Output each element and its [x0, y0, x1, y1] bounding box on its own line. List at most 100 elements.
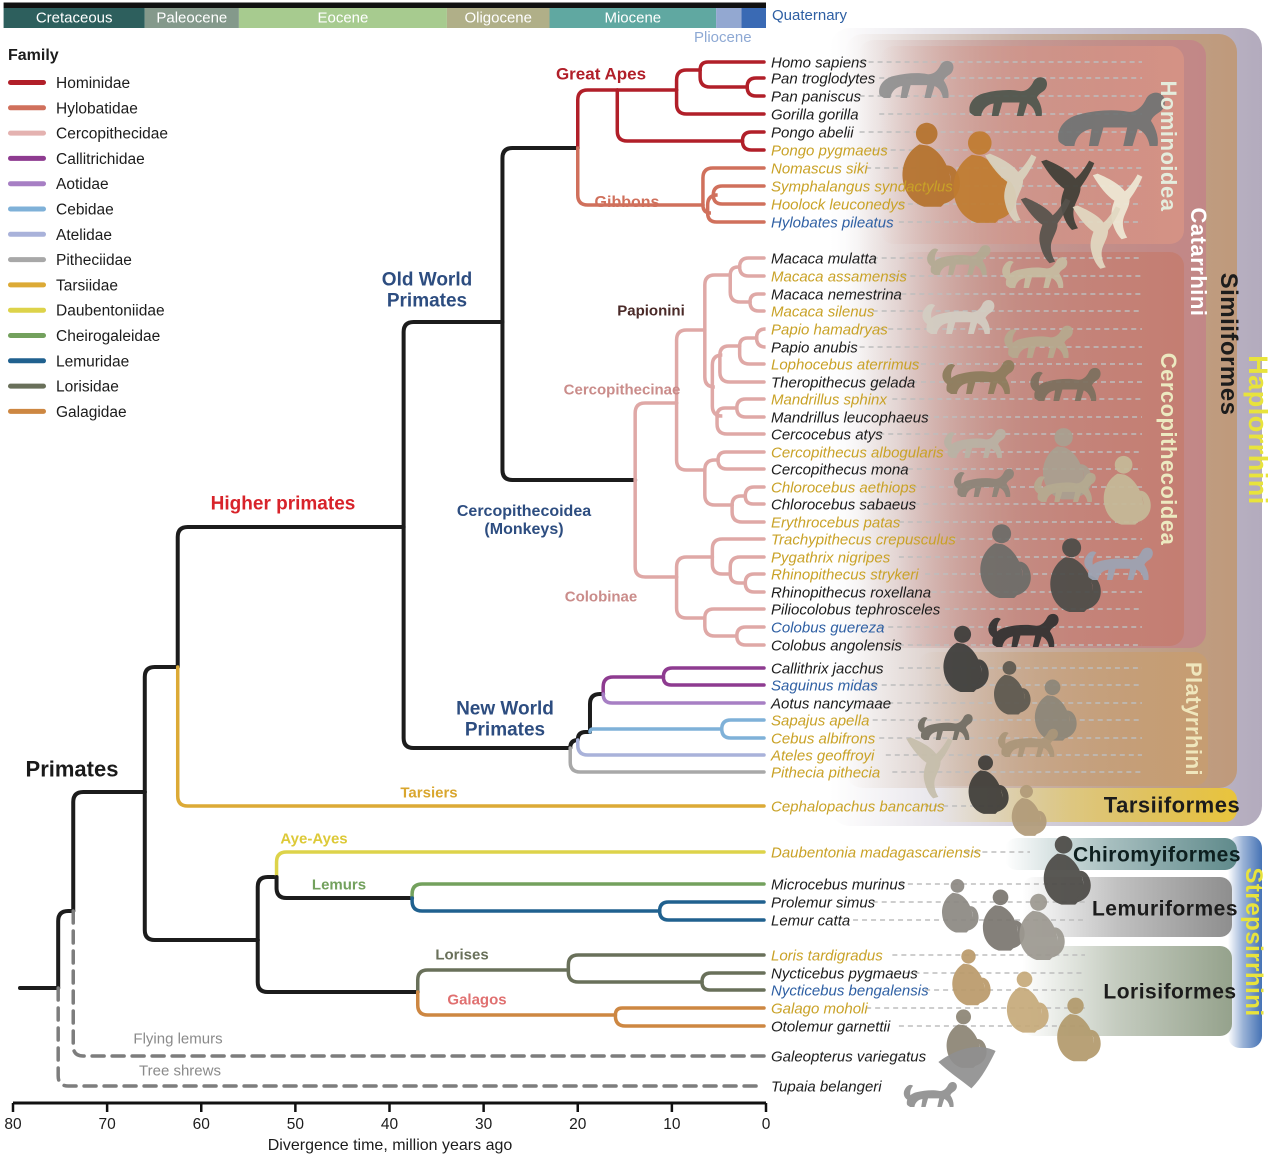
legend-label-cheirogaleidae: Cheirogaleidae: [56, 328, 160, 345]
tree-branch: [720, 727, 766, 740]
clade-label-colobinae: Colobinae: [564, 588, 638, 606]
tree-branch: [410, 896, 662, 913]
hanging-gibbon-shape: [1092, 173, 1143, 240]
sitting-monkey-shape: [955, 1009, 972, 1025]
clade-label-tree-shrews: Tree shrews: [139, 1062, 221, 1080]
quadruped-monkey-shape: [1008, 325, 1073, 358]
hanging-gibbon-shape: [1072, 205, 1121, 269]
legend-swatch-daubentoniidae: [8, 307, 46, 313]
legend-swatch-atelidae: [8, 231, 46, 237]
legend-label-lorisidae: Lorisidae: [56, 379, 119, 396]
quadruped-monkey-silhouette: [988, 613, 1059, 647]
legend-swatch-callitrichidae: [8, 155, 46, 161]
species-name: Aotus nancymaae: [770, 695, 891, 712]
tree-branch: [703, 273, 732, 332]
sitting-monkey-shape: [1006, 987, 1043, 1033]
species-name: Microcebus murinus: [771, 876, 906, 893]
hanging-gibbon-shape: [906, 737, 953, 799]
species-name: Homo sapiens: [771, 54, 867, 71]
species-name: Rhinopithecus roxellana: [771, 584, 931, 601]
species-name: Tupaia belangeri: [771, 1078, 882, 1095]
legend-label-galagidae: Galagidae: [56, 404, 127, 421]
legend-swatch-pitheciidae: [8, 257, 46, 263]
tree-branch: [735, 397, 766, 410]
clade-label-galagos: Galagos: [447, 991, 507, 1009]
species-name: Trachypithecus crepusculus: [771, 531, 956, 548]
sitting-monkey-shape: [954, 625, 972, 643]
quadruped-monkey-silhouette: [1004, 325, 1073, 358]
epoch-segment-quaternary: [741, 8, 766, 28]
axis-tick-label: 70: [99, 1116, 117, 1133]
tree-branch: [710, 537, 766, 559]
tree-branch: [735, 625, 766, 638]
sitting-monkey-shape: [1019, 784, 1033, 798]
species-name: Cercopithecus mona: [771, 461, 909, 478]
quadruped-monkey-shape: [953, 471, 965, 490]
sitting-monkey-shape: [952, 963, 985, 1006]
species-name: Pongo abelii: [771, 124, 854, 141]
tree-branch: [576, 88, 620, 150]
sitting-monkey-shape: [1033, 1002, 1049, 1031]
species-name: Symphalangus syndactylus: [771, 178, 953, 195]
sitting-monkey-shape: [994, 674, 1025, 715]
tree-branch: [674, 88, 766, 116]
quadruped-monkey-shape: [957, 468, 1014, 497]
tree-branch: [701, 166, 766, 207]
sitting-monkey-shape: [943, 642, 982, 692]
quadruped-ape-shape: [1058, 92, 1165, 146]
species-name: Daubentonia madagascariensis: [771, 844, 982, 861]
axis-title: Divergence time, million years ago: [267, 1137, 513, 1155]
tree-branch: [674, 68, 702, 92]
tree-branch: [71, 790, 147, 913]
clade-label-aye-ayes: Aye-Ayes: [280, 830, 348, 848]
tree-branch: [576, 738, 766, 757]
sitting-monkey-shape: [1054, 835, 1073, 854]
tree-branch: [601, 692, 766, 705]
tree-branch: [710, 353, 723, 389]
sitting-monkey-shape: [1054, 428, 1073, 447]
axis-tick-label: 60: [193, 1116, 211, 1133]
quadruped-monkey-shape: [920, 714, 973, 740]
sitting-monkey-shape: [1017, 688, 1031, 713]
family-legend-layer: Hominidae Hylobatidae Cercopithecidae Calli…: [8, 75, 168, 421]
sitting-monkey-shape: [968, 131, 992, 155]
quadruped-monkey-silhouette: [1084, 547, 1153, 580]
tree-branch: [743, 572, 766, 585]
clade-label-papionini: Papionini: [617, 302, 685, 320]
quadruped-monkey-shape: [922, 303, 936, 326]
quadruped-monkey-shape: [1002, 260, 1014, 281]
axis-tick-label: 30: [475, 1116, 493, 1133]
species-name: Erythrocebus patas: [771, 514, 901, 531]
sitting-monkey-shape: [915, 122, 938, 145]
clade-box-label-hominoidea: Hominoidea: [1156, 81, 1181, 212]
clade-label-old-world-primates: Old World Primates: [381, 269, 473, 312]
tree-branch: [737, 265, 766, 278]
tree-branch: [566, 968, 704, 984]
sitting-monkey-shape: [1016, 971, 1033, 988]
sitting-monkey-shape: [1002, 661, 1017, 675]
tree-branch: [703, 468, 734, 507]
tree-branch: [703, 607, 766, 620]
quadruped-monkey-shape: [1030, 371, 1043, 393]
sitting-monkey-shape: [980, 543, 1023, 599]
species-name: Galeopterus variegatus: [771, 1048, 927, 1065]
clade-label-cercopithecoidea-monkeys: Cercopithecoidea (Monkeys): [456, 503, 592, 538]
hanging-gibbon-shape: [929, 753, 940, 764]
hanging-gibbon-silhouette: [984, 153, 1037, 222]
sitting-monkey-shape: [1133, 490, 1151, 523]
clade-label-cercopithecinae: Cercopithecinae: [563, 381, 681, 399]
tree-branch: [566, 953, 766, 972]
tree-branch: [748, 292, 766, 304]
quadruped-monkey-shape: [927, 248, 939, 268]
tree-branch: [728, 555, 766, 576]
species-name: Papio hamadryas: [771, 321, 888, 338]
legend-title: Family: [8, 47, 59, 64]
quadruped-monkey-shape: [1034, 367, 1101, 401]
species-name: Nycticebus bengalensis: [771, 982, 929, 999]
hanging-gibbon-shape: [1046, 215, 1057, 226]
quadruped-monkey-shape: [926, 300, 995, 334]
animal-silhouettes-layer: [879, 60, 1165, 1107]
epoch-segment-pliocene: [716, 8, 742, 28]
tree-branch: [700, 971, 766, 984]
tree-branch: [737, 336, 759, 348]
